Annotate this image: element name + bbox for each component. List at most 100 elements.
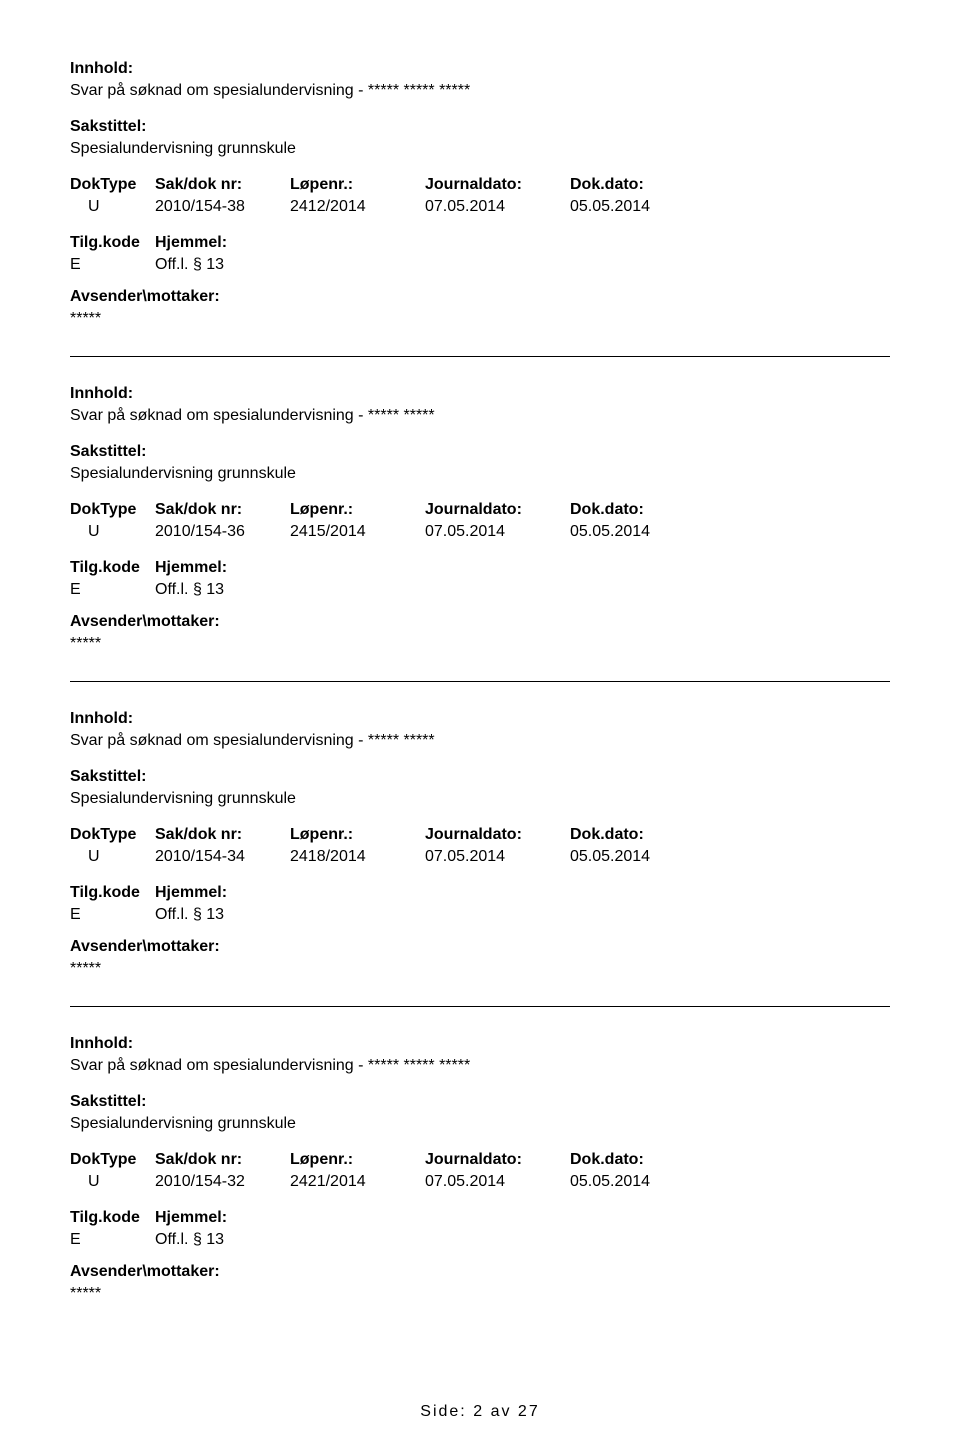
sakstittel-label: Sakstittel: <box>70 118 890 136</box>
sakdok-header: Sak/dok nr: <box>155 501 290 519</box>
value-row-2: E Off.l. § 13 <box>70 1231 890 1249</box>
sakstittel-value: Spesialundervisning grunnskule <box>70 1115 890 1133</box>
avsender-value: ***** <box>70 1285 890 1303</box>
avsender-value: ***** <box>70 960 890 978</box>
innhold-value: Svar på søknad om spesialundervisning - … <box>70 82 890 100</box>
header-row-1: DokType Sak/dok nr: Løpenr.: Journaldato… <box>70 176 890 194</box>
sakstittel-label: Sakstittel: <box>70 443 890 461</box>
journaldato-value: 07.05.2014 <box>425 523 570 541</box>
header-row-1: DokType Sak/dok nr: Løpenr.: Journaldato… <box>70 826 890 844</box>
value-row-2: E Off.l. § 13 <box>70 906 890 924</box>
lopenr-header: Løpenr.: <box>290 176 425 194</box>
sakdok-value: 2010/154-38 <box>155 198 290 216</box>
doktype-header: DokType <box>70 826 155 844</box>
lopenr-value: 2412/2014 <box>290 198 425 216</box>
dokdato-value: 05.05.2014 <box>570 1173 710 1191</box>
innhold-label: Innhold: <box>70 710 890 728</box>
value-row-2: E Off.l. § 13 <box>70 581 890 599</box>
dokdato-header: Dok.dato: <box>570 176 710 194</box>
hjemmel-value: Off.l. § 13 <box>155 256 355 274</box>
doktype-header: DokType <box>70 501 155 519</box>
dokdato-value: 05.05.2014 <box>570 523 710 541</box>
innhold-value: Svar på søknad om spesialundervisning - … <box>70 1057 890 1075</box>
footer-prefix: Side: <box>420 1403 466 1420</box>
tilgkode-value: E <box>70 256 155 274</box>
hjemmel-header: Hjemmel: <box>155 884 355 902</box>
journal-entry: Innhold: Svar på søknad om spesialunderv… <box>70 710 890 1007</box>
tilgkode-value: E <box>70 581 155 599</box>
sakstittel-label: Sakstittel: <box>70 768 890 786</box>
sakdok-header: Sak/dok nr: <box>155 826 290 844</box>
innhold-value: Svar på søknad om spesialundervisning - … <box>70 732 890 750</box>
avsender-value: ***** <box>70 635 890 653</box>
sakdok-value: 2010/154-34 <box>155 848 290 866</box>
header-row-2: Tilg.kode Hjemmel: <box>70 884 890 902</box>
journaldato-value: 07.05.2014 <box>425 1173 570 1191</box>
lopenr-header: Løpenr.: <box>290 1151 425 1169</box>
value-row-2: E Off.l. § 13 <box>70 256 890 274</box>
dokdato-header: Dok.dato: <box>570 501 710 519</box>
hjemmel-value: Off.l. § 13 <box>155 1231 355 1249</box>
hjemmel-header: Hjemmel: <box>155 559 355 577</box>
doktype-value: U <box>70 848 155 866</box>
sakdok-header: Sak/dok nr: <box>155 1151 290 1169</box>
innhold-label: Innhold: <box>70 1035 890 1053</box>
tilgkode-value: E <box>70 906 155 924</box>
doktype-value: U <box>70 523 155 541</box>
avsender-value: ***** <box>70 310 890 328</box>
sakstittel-value: Spesialundervisning grunnskule <box>70 140 890 158</box>
avsender-label: Avsender\mottaker: <box>70 938 890 956</box>
journaldato-header: Journaldato: <box>425 501 570 519</box>
header-row-2: Tilg.kode Hjemmel: <box>70 1209 890 1227</box>
tilgkode-header: Tilg.kode <box>70 1209 155 1227</box>
footer-total: 27 <box>518 1403 540 1420</box>
value-row-1: U 2010/154-36 2415/2014 07.05.2014 05.05… <box>70 523 890 541</box>
sakdok-value: 2010/154-32 <box>155 1173 290 1191</box>
doktype-value: U <box>70 1173 155 1191</box>
journal-entry: Innhold: Svar på søknad om spesialunderv… <box>70 385 890 682</box>
header-row-1: DokType Sak/dok nr: Løpenr.: Journaldato… <box>70 501 890 519</box>
tilgkode-header: Tilg.kode <box>70 884 155 902</box>
avsender-label: Avsender\mottaker: <box>70 613 890 631</box>
journaldato-value: 07.05.2014 <box>425 198 570 216</box>
value-row-1: U 2010/154-34 2418/2014 07.05.2014 05.05… <box>70 848 890 866</box>
lopenr-header: Løpenr.: <box>290 501 425 519</box>
lopenr-value: 2418/2014 <box>290 848 425 866</box>
sakdok-header: Sak/dok nr: <box>155 176 290 194</box>
header-row-2: Tilg.kode Hjemmel: <box>70 234 890 252</box>
dokdato-value: 05.05.2014 <box>570 198 710 216</box>
sakdok-value: 2010/154-36 <box>155 523 290 541</box>
tilgkode-header: Tilg.kode <box>70 559 155 577</box>
journaldato-header: Journaldato: <box>425 176 570 194</box>
innhold-value: Svar på søknad om spesialundervisning - … <box>70 407 890 425</box>
avsender-label: Avsender\mottaker: <box>70 1263 890 1281</box>
hjemmel-value: Off.l. § 13 <box>155 906 355 924</box>
tilgkode-header: Tilg.kode <box>70 234 155 252</box>
doktype-header: DokType <box>70 176 155 194</box>
page-footer: Side: 2 av 27 <box>70 1403 890 1421</box>
journal-entry: Innhold: Svar på søknad om spesialunderv… <box>70 60 890 357</box>
tilgkode-value: E <box>70 1231 155 1249</box>
journaldato-header: Journaldato: <box>425 826 570 844</box>
lopenr-header: Løpenr.: <box>290 826 425 844</box>
dokdato-header: Dok.dato: <box>570 1151 710 1169</box>
lopenr-value: 2421/2014 <box>290 1173 425 1191</box>
journaldato-header: Journaldato: <box>425 1151 570 1169</box>
doktype-value: U <box>70 198 155 216</box>
innhold-label: Innhold: <box>70 385 890 403</box>
header-row-2: Tilg.kode Hjemmel: <box>70 559 890 577</box>
header-row-1: DokType Sak/dok nr: Løpenr.: Journaldato… <box>70 1151 890 1169</box>
value-row-1: U 2010/154-32 2421/2014 07.05.2014 05.05… <box>70 1173 890 1191</box>
hjemmel-header: Hjemmel: <box>155 1209 355 1227</box>
journaldato-value: 07.05.2014 <box>425 848 570 866</box>
journal-entry: Innhold: Svar på søknad om spesialunderv… <box>70 1035 890 1303</box>
footer-of: av <box>491 1403 512 1420</box>
dokdato-value: 05.05.2014 <box>570 848 710 866</box>
sakstittel-value: Spesialundervisning grunnskule <box>70 465 890 483</box>
lopenr-value: 2415/2014 <box>290 523 425 541</box>
sakstittel-label: Sakstittel: <box>70 1093 890 1111</box>
hjemmel-value: Off.l. § 13 <box>155 581 355 599</box>
doktype-header: DokType <box>70 1151 155 1169</box>
dokdato-header: Dok.dato: <box>570 826 710 844</box>
hjemmel-header: Hjemmel: <box>155 234 355 252</box>
